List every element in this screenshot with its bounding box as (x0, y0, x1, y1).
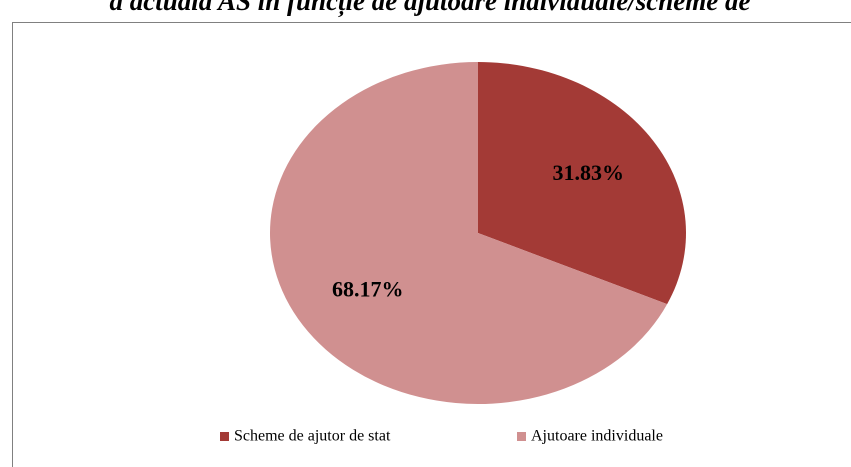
data-label: 31.83% (553, 160, 625, 185)
legend-label: Ajutoare individuale (531, 428, 663, 445)
pie-slice (478, 62, 686, 305)
legend-label: Scheme de ajutor de stat (234, 428, 391, 445)
chart-title: a actuală AS în funcție de ajutoare indi… (110, 0, 751, 17)
legend-swatch (220, 432, 229, 441)
data-label: 68.17% (332, 276, 404, 301)
pie-slice (270, 62, 668, 404)
legend-swatch (517, 432, 526, 441)
